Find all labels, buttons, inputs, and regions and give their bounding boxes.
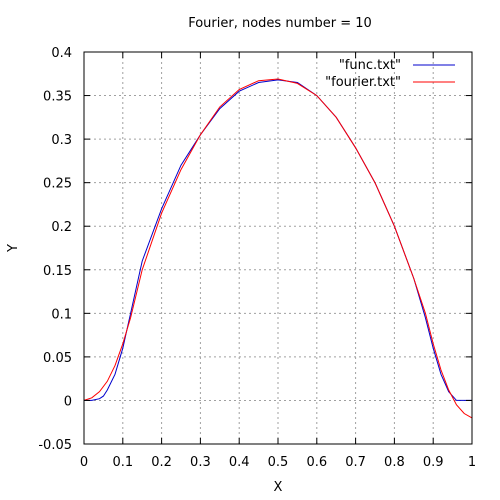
x-tick-labels: 0 0.1 0.2 0.3 0.4 0.5 0.6 0.7 0.8 0.9 1 (80, 455, 476, 470)
tick-marks (83, 51, 473, 445)
x-tick-label: 0.6 (306, 455, 327, 470)
chart-title: Fourier, nodes number = 10 (188, 16, 372, 31)
x-tick-label: 0.3 (190, 455, 211, 470)
x-tick-label: 0.1 (112, 455, 133, 470)
y-tick-label: 0.3 (51, 133, 72, 148)
legend: "func.txt" "fourier.txt" (325, 58, 455, 90)
legend-label-1: "func.txt" (339, 58, 401, 73)
series-line-1 (84, 79, 472, 401)
x-tick-label: 0.2 (151, 455, 172, 470)
y-tick-label: 0.25 (43, 177, 72, 192)
y-tick-label: 0 (64, 394, 72, 409)
x-tick-label: 0 (80, 455, 88, 470)
x-tick-label: 0.4 (229, 455, 250, 470)
y-tick-label: 0.05 (43, 351, 72, 366)
y-axis-label: Y (6, 244, 21, 253)
y-tick-label: 0.1 (51, 307, 72, 322)
y-tick-label: -0.05 (38, 438, 72, 453)
series-line-2 (83, 78, 473, 419)
x-tick-label: 0.5 (268, 455, 289, 470)
x-tick-label: 0.8 (384, 455, 405, 470)
y-tick-label: 0.4 (51, 46, 72, 61)
x-tick-label: 0.7 (345, 455, 366, 470)
x-tick-label: 0.9 (423, 455, 444, 470)
x-tick-label: 1 (468, 455, 476, 470)
legend-label-2: "fourier.txt" (325, 75, 401, 90)
y-tick-label: 0.35 (43, 90, 72, 105)
y-tick-labels: -0.05 0 0.05 0.1 0.15 0.2 0.25 0.3 0.35 0.4 (38, 46, 72, 453)
series-layer (83, 78, 473, 419)
y-tick-label: 0.15 (43, 264, 72, 279)
x-axis-label: X (274, 480, 283, 495)
grid-lines (83, 51, 473, 445)
y-tick-label: 0.2 (51, 220, 72, 235)
